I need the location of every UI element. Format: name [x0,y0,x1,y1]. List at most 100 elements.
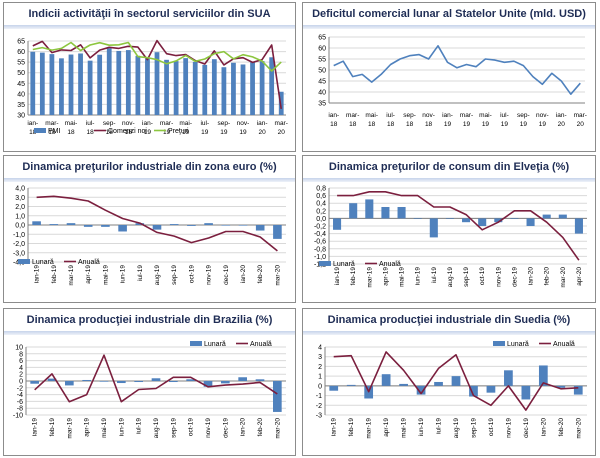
bar [97,54,103,115]
bar [255,225,265,231]
bar [333,218,342,230]
x-tick-label: nov-19 [536,112,549,128]
bar [259,61,265,115]
bar [494,218,503,223]
bar [221,381,230,384]
y-tick-label: -2 [316,403,322,410]
y-tick-label: 65 [17,39,25,46]
bar [381,374,391,386]
y-tick-label: 45 [318,79,326,86]
x-tick-year: 20 [258,129,266,136]
x-tick-month: ian- [27,120,38,127]
x-tick-year: 19 [182,129,190,136]
y-tick-label: -3 [316,413,322,420]
x-tick-label: nov- 18 [422,112,435,128]
bar [203,381,213,387]
y-tick-label: 3,0 [15,195,25,202]
x-tick-label: feb-20 [544,267,551,286]
bar [231,62,236,115]
y-tick-label: 4,0 [15,186,25,193]
x-tick-label: ian-19 [142,120,153,136]
x-tick-label: sep-19 [470,418,477,438]
series-line-anual- [34,354,278,403]
x-tick-label: iun-19 [415,267,422,285]
bar [399,383,408,386]
y-tick-label: 50 [17,70,25,77]
y-tick-label: -6 [17,399,23,406]
legend-label: Lunară [32,259,54,266]
x-tick-month: iul- [200,120,209,127]
x-tick-label: ian-20 [540,418,547,436]
x-tick-year: 18 [330,121,338,128]
x-tick-label: mar-19 [460,112,473,128]
x-tick-year: 18 [387,121,395,128]
x-tick-label: nov-19 [237,120,250,136]
x-tick-label: ian-20 [240,265,247,283]
bar [273,225,282,239]
bar [82,379,91,381]
x-tick-year: 19 [201,129,209,136]
x-tick-month: iul- [500,112,509,119]
x-tick-year: 19 [520,121,528,128]
y-tick-label: 10 [15,345,23,352]
x-tick-label: apr-19 [382,267,389,286]
bar [78,53,83,115]
x-tick-label: mar-19 [66,418,73,439]
x-tick-year: 19 [501,121,509,128]
x-tick-label: iul-19 [137,265,144,281]
x-tick-month: mar- [460,112,473,119]
x-tick-label: aug-19 [154,265,161,286]
bar [273,381,282,412]
x-tick-label: nov-19 [505,418,512,438]
bar [238,377,247,381]
bar [349,203,358,219]
y-tick-label: 65 [318,35,326,42]
y-tick-label: 1,0 [15,213,25,220]
x-tick-label: ian-20 [528,267,535,285]
x-tick-label: ian-20 [556,112,567,128]
bar [135,55,141,115]
x-tick-month: mai- [479,112,492,119]
bar [558,214,567,219]
chart-title: Dinamica preţurilor industriale din zona… [22,161,277,173]
y-tick-label: 40 [318,90,326,97]
panel-sweden-industrial: Dinamica producţiei industriale din Sued… [302,308,596,456]
x-tick-label: sep- 18 [103,120,116,136]
x-tick-year: 19 [444,121,452,128]
bar [451,376,461,386]
bar [538,365,548,386]
bar [49,224,59,225]
x-tick-label: dec-19 [223,265,230,285]
x-tick-year: 19 [220,129,228,136]
x-tick-label: ian-19 [334,267,341,285]
bar [486,385,496,393]
x-tick-label: iun-19 [118,418,125,436]
chart-euro-producer: -4,0-3,0-2,0-1,00,01,02,03,04,0ian-19feb… [13,186,286,286]
legend-label: Lunară [333,261,355,268]
y-tick-label: -2,0 [13,241,25,248]
x-tick-year: 18 [349,121,357,128]
title-band [303,178,595,182]
bar [469,385,478,397]
bar [445,218,454,219]
x-tick-label: dec-19 [523,418,530,438]
x-tick-label: dec-19 [511,267,518,287]
bar [30,381,39,384]
x-tick-year: 18 [29,129,37,136]
series-line-anual- [36,195,278,252]
panel-brazil-industrial: Dinamica producţiei industriale din Braz… [3,308,296,456]
series-line-pre-uri [32,41,282,72]
x-tick-month: sep- [218,120,231,127]
x-tick-label: feb-19 [49,418,56,437]
legend-swatch [18,259,30,264]
bar [39,52,45,115]
chart-title: Dinamica preţurilor de consum din Elveţi… [328,161,570,173]
x-tick-label: feb-20 [257,265,264,284]
bar [211,59,217,115]
x-tick-label: iul- 18 [386,112,395,128]
x-tick-month: ian- [142,120,153,127]
x-tick-label: sep- 18 [403,112,416,128]
bar [397,207,406,219]
x-tick-label: oct-19 [488,418,495,436]
